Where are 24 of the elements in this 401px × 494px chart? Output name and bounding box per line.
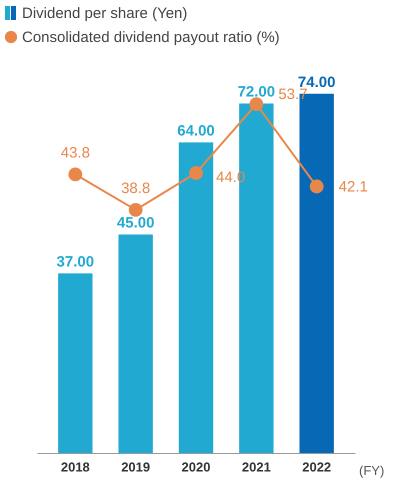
legend-label: Consolidated dividend payout ratio (%) [22,29,280,46]
bar [178,142,214,453]
data-label: 43.8 [60,144,90,162]
data-label: 38.8 [121,180,150,197]
data-label: 72.00 [238,83,276,100]
x-tick-label: 2018 [60,460,90,474]
data-label: 37.00 [56,253,94,270]
data-label: 64.00 [177,122,215,140]
point [68,168,82,182]
x-tick-label: 2022 [302,460,332,474]
data-label: 53.7 [278,86,308,104]
point [249,97,264,112]
data-label: 42.1 [338,178,368,196]
x-tick-label: 2019 [121,460,150,474]
x-axis-title: (FY) [359,463,384,478]
point [310,180,324,194]
point [189,166,203,180]
data-label: 45.00 [116,214,154,232]
x-tick-label: 2021 [242,460,271,474]
bar [118,234,153,453]
legend-label: Dividend per share (Yen) [22,5,188,22]
point [128,202,143,217]
bar [58,273,93,453]
x-tick-label: 2020 [182,460,210,474]
